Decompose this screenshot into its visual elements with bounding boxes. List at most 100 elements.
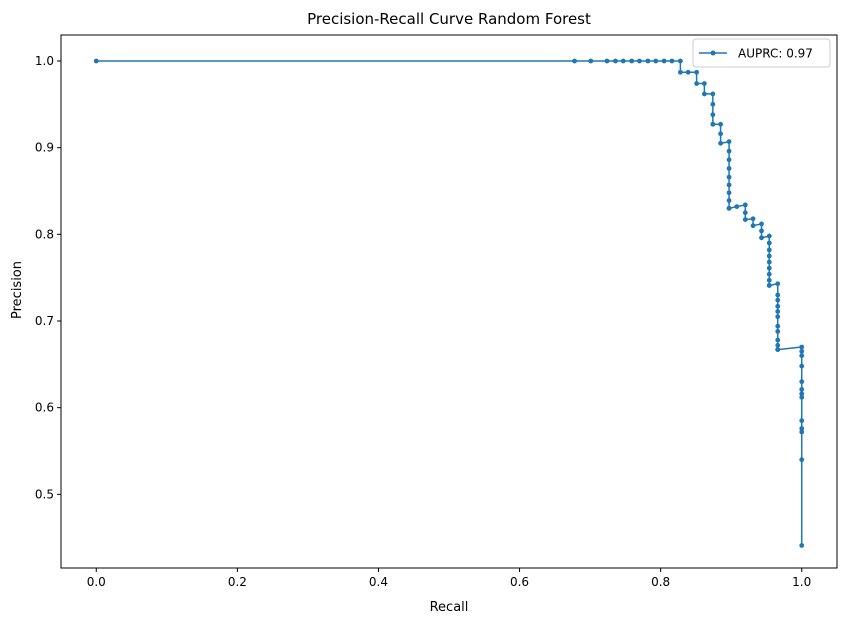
pr-curve-point xyxy=(799,457,805,463)
pr-curve-point xyxy=(775,292,781,298)
pr-curve-point xyxy=(775,281,781,287)
legend-marker-swatch xyxy=(710,50,716,56)
pr-curve-point xyxy=(750,223,756,229)
y-tick-label: 0.9 xyxy=(35,141,54,155)
axes-frame xyxy=(60,34,838,569)
pr-curve-point xyxy=(766,233,772,239)
pr-curve-point xyxy=(742,210,748,216)
pr-curve-point xyxy=(694,69,700,75)
pr-curve-point xyxy=(685,69,691,75)
x-tick-label: 0.0 xyxy=(87,575,106,589)
pr-curve-point xyxy=(775,347,781,352)
pr-curve-point xyxy=(718,140,723,146)
pr-curve-point xyxy=(775,329,781,334)
y-tick-label: 0.6 xyxy=(35,401,54,415)
pr-curve-point xyxy=(799,429,805,435)
pr-curve-point xyxy=(726,198,732,203)
pr-curve-point xyxy=(734,204,740,210)
y-axis: 0.5 0.6 0.7 0.8 0.9 1.0 xyxy=(35,54,61,501)
pr-curve-point xyxy=(799,353,805,359)
pr-curve-point xyxy=(799,543,805,548)
pr-curve-point xyxy=(726,190,732,196)
x-tick-label: 0.8 xyxy=(651,575,670,589)
pr-curve-point xyxy=(799,379,805,385)
pr-curve-point xyxy=(701,91,707,97)
series-layer xyxy=(93,58,805,548)
x-tick-label: 1.0 xyxy=(792,575,811,589)
pr-curve-point xyxy=(742,217,748,223)
y-tick-label: 1.0 xyxy=(35,54,54,68)
pr-curve-point xyxy=(766,259,772,265)
pr-curve-point xyxy=(93,58,99,64)
pr-curve-point xyxy=(775,297,781,303)
pr-curve-point xyxy=(799,426,805,431)
pr-curve-point xyxy=(726,157,732,163)
pr-curve-point xyxy=(775,314,781,320)
pr-curve-point xyxy=(726,166,732,171)
pr-curve-point xyxy=(710,112,716,118)
plot-area xyxy=(60,34,838,569)
pr-curve-point xyxy=(620,58,626,64)
pr-curve-point xyxy=(742,202,748,208)
pr-curve-point xyxy=(766,277,772,283)
x-tick-label: 0.6 xyxy=(510,575,529,589)
pr-curve-point xyxy=(694,81,700,86)
pr-curve-point xyxy=(718,131,723,137)
pr-curve-point xyxy=(645,58,651,64)
pr-curve-point xyxy=(775,342,781,348)
chart-title: Precision-Recall Curve Random Forest xyxy=(307,10,591,28)
legend-box xyxy=(692,38,831,68)
pr-curve-line xyxy=(96,60,803,546)
pr-curve-point xyxy=(726,139,732,145)
pr-curve-point xyxy=(766,283,772,288)
pr-curve-point xyxy=(726,148,732,154)
legend: AUPRC: 0.97 xyxy=(692,38,831,68)
pr-curve-point xyxy=(718,121,723,127)
pr-curve-point xyxy=(766,271,772,277)
pr-curve-point xyxy=(775,337,781,343)
pr-curve-point xyxy=(799,391,805,397)
y-axis-label: Precision xyxy=(10,261,25,319)
pr-curve-point xyxy=(613,58,618,64)
pr-curve-point xyxy=(572,58,577,64)
pr-curve-point xyxy=(766,265,772,271)
pr-curve-point xyxy=(799,418,805,424)
pr-curve-point xyxy=(629,58,635,64)
legend-label: AUPRC: 0.97 xyxy=(738,47,813,61)
pr-curve-point xyxy=(799,387,805,392)
pr-curve-point xyxy=(637,58,642,64)
y-tick-label: 0.7 xyxy=(35,314,54,328)
pr-curve-point xyxy=(653,58,659,64)
pr-curve-point xyxy=(766,240,772,246)
pr-curve-point xyxy=(710,101,716,107)
pr-curve-point xyxy=(726,174,732,180)
pr-curve-point xyxy=(759,221,764,227)
pr-curve-point xyxy=(775,323,781,329)
x-axis-label: Recall xyxy=(430,600,469,615)
pr-curve-point xyxy=(766,247,772,253)
pr-curve-point xyxy=(726,205,732,211)
pr-curve-point xyxy=(775,309,781,314)
pr-curve-point xyxy=(604,58,610,64)
y-tick-label: 0.5 xyxy=(35,487,54,501)
pr-curve-point xyxy=(710,91,716,97)
pr-curve-point xyxy=(677,69,683,75)
x-tick-label: 0.2 xyxy=(228,575,247,589)
pr-curve-point xyxy=(766,253,772,259)
pr-curve-point xyxy=(726,182,732,188)
pr-curve-point xyxy=(710,121,716,127)
pr-curve-point xyxy=(799,348,805,354)
pr-curve-point xyxy=(799,363,805,369)
pr-curve-point xyxy=(759,235,764,241)
pr-curve-point xyxy=(661,58,667,64)
pr-curve-point xyxy=(588,58,594,64)
pr-curve-point xyxy=(799,344,805,350)
pr-curve-point xyxy=(759,228,764,234)
pr-curve-point xyxy=(775,303,781,309)
x-tick-label: 0.4 xyxy=(369,575,388,589)
pr-curve-point xyxy=(669,58,675,64)
pr-curve-point xyxy=(701,81,707,86)
pr-curve-point xyxy=(750,216,756,222)
